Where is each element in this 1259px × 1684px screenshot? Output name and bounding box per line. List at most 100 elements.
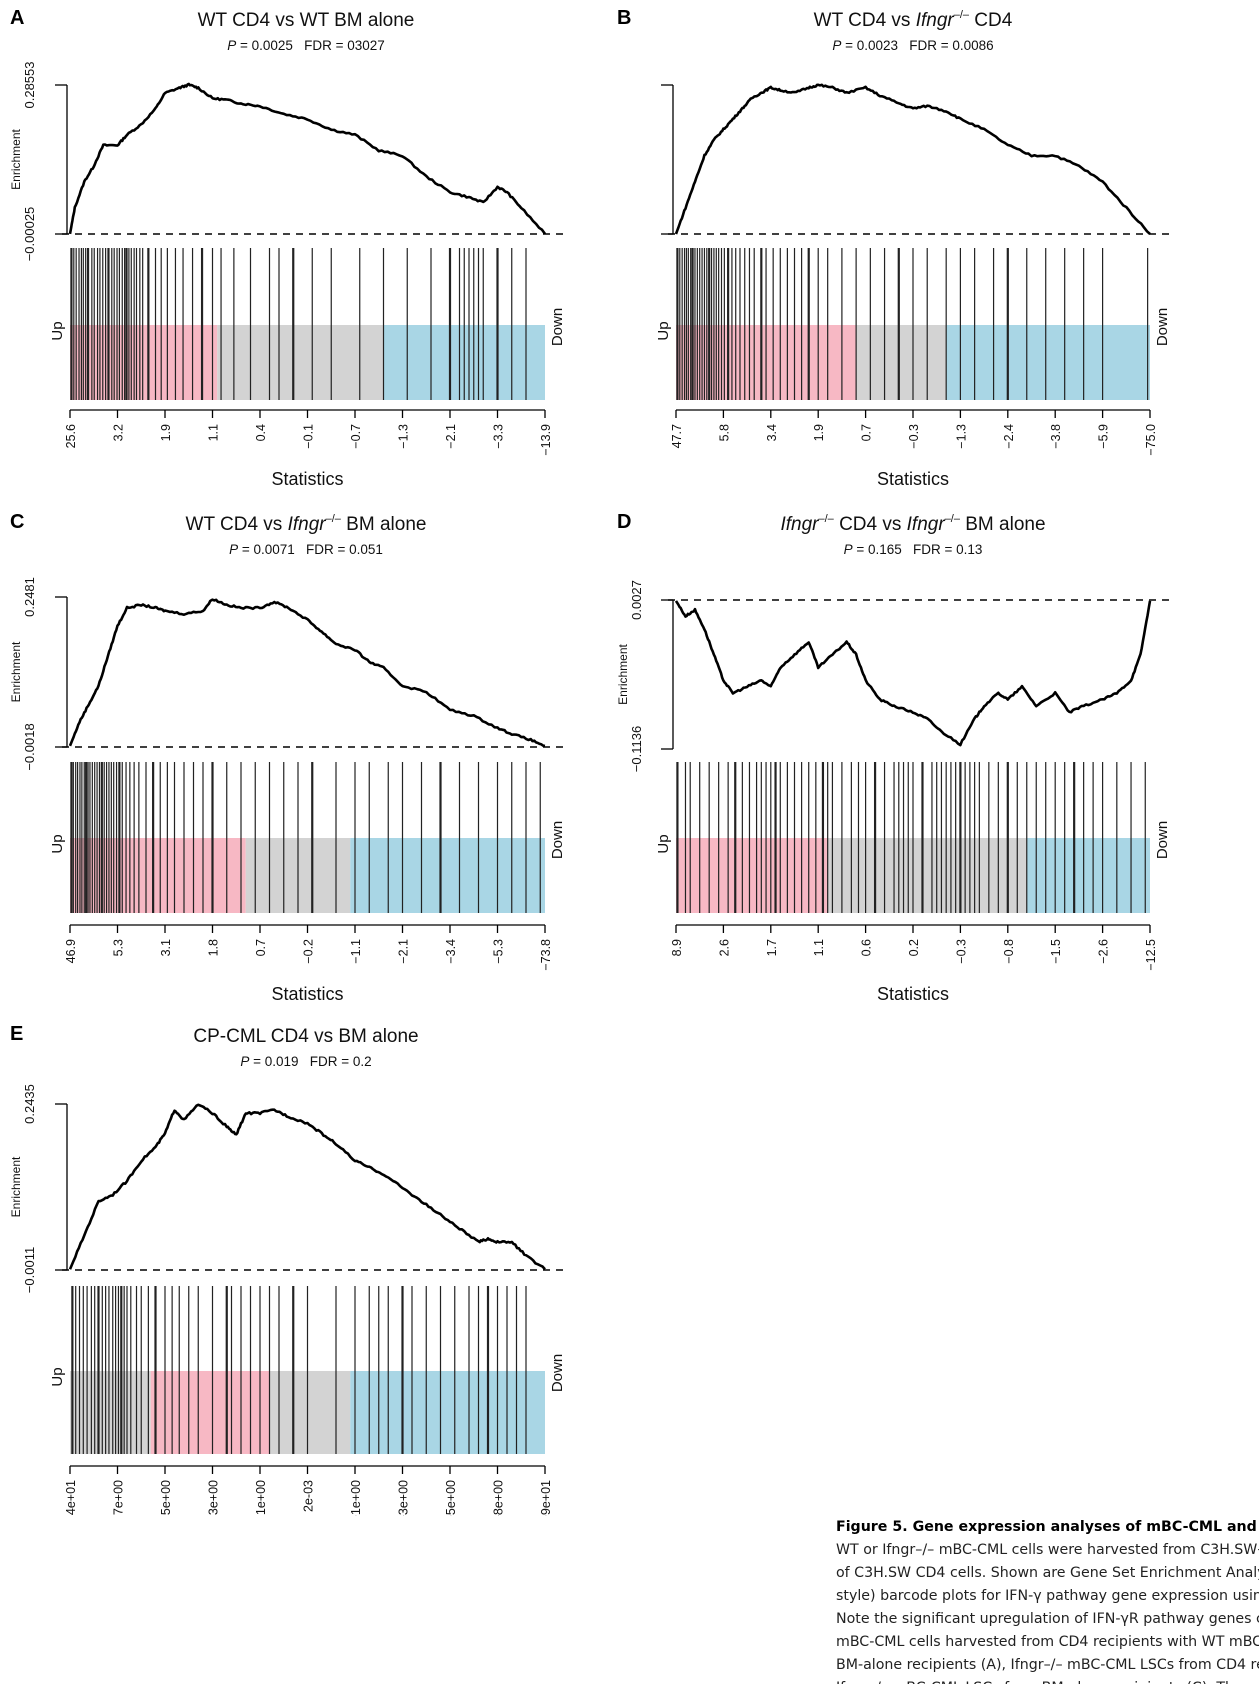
panel-a: A WT CD4 vs WT BM alone P = 0.0025 FDR = 0… bbox=[9, 7, 567, 489]
down-label: Down bbox=[1154, 821, 1171, 859]
title-gene: Ifngr bbox=[907, 514, 946, 535]
p-fdr-values: = 0.165 FDR = 0.13 bbox=[853, 542, 983, 557]
x-tick-label: −2.6 bbox=[1097, 939, 1111, 964]
x-tick-label: −1.5 bbox=[1049, 939, 1063, 964]
title-gene: Ifngr bbox=[780, 514, 819, 535]
x-tick-label: 47.7 bbox=[670, 424, 684, 448]
x-tick-label: −73.8 bbox=[539, 939, 553, 971]
x-tick-label: 5e+00 bbox=[159, 1480, 173, 1515]
up-label: Up bbox=[655, 321, 672, 340]
x-tick-label: 0.7 bbox=[254, 939, 268, 956]
band-neutral bbox=[70, 1371, 151, 1454]
enrichment-curve bbox=[674, 600, 1152, 747]
panel-letter: E bbox=[10, 1023, 23, 1045]
figure-canvas: A WT CD4 vs WT BM alone P = 0.0025 FDR = 0… bbox=[9, 7, 1172, 1516]
enrichment-curve bbox=[674, 83, 1151, 235]
x-tick-label: −1.3 bbox=[954, 424, 968, 449]
title-superscript: –/– bbox=[819, 513, 835, 525]
caption-line: BM-alone recipients (A), Ifngr–/– mBC-CM… bbox=[836, 1657, 1259, 1673]
band-up bbox=[676, 838, 828, 913]
panel-letter: B bbox=[617, 7, 631, 29]
enrichment-curve bbox=[68, 598, 546, 748]
x-tick-label: −0.2 bbox=[302, 939, 316, 964]
caption-line: mBC-CML cells harvested from CD4 recipie… bbox=[836, 1634, 1259, 1650]
x-axis-label: Statistics bbox=[877, 984, 949, 1004]
panel-letter: C bbox=[10, 511, 24, 533]
title-superscript: –/– bbox=[945, 513, 961, 525]
p-label: P bbox=[240, 1054, 249, 1069]
panel-stats: P = 0.0023 FDR = 0.0086 bbox=[832, 38, 993, 53]
p-label: P bbox=[844, 542, 853, 557]
title-gene: Ifngr bbox=[916, 10, 955, 31]
panel-title: WT CD4 vs Ifngr–/– BM alone bbox=[186, 513, 427, 535]
title-text: WT CD4 vs bbox=[186, 514, 288, 535]
title-superscript: –/– bbox=[326, 513, 342, 525]
band-up bbox=[150, 1371, 270, 1454]
title-superscript: –/– bbox=[954, 9, 970, 21]
panel-c: C WT CD4 vs Ifngr–/– BM alone P = 0.0071 F… bbox=[9, 511, 567, 1004]
x-tick-label: 1.1 bbox=[207, 424, 221, 441]
panel-letter: A bbox=[10, 7, 24, 29]
x-tick-label: 3.1 bbox=[159, 939, 173, 956]
x-tick-label: 1.7 bbox=[765, 939, 779, 956]
x-tick-label: 46.9 bbox=[64, 939, 78, 963]
x-tick-label: 4e+01 bbox=[64, 1480, 78, 1515]
x-tick-label: −5.3 bbox=[492, 939, 506, 964]
y-tick-label: 0.2481 bbox=[22, 577, 37, 617]
x-tick-label: 2.6 bbox=[717, 939, 731, 956]
x-tick-label: 1.1 bbox=[812, 939, 826, 956]
x-tick-label: −3e+00 bbox=[397, 1480, 411, 1516]
x-tick-label: 0.6 bbox=[860, 939, 874, 956]
y-tick-label: −0.0018 bbox=[22, 723, 37, 770]
x-tick-label: 0.2 bbox=[907, 939, 921, 956]
title-text: CD4 bbox=[969, 10, 1013, 31]
p-fdr-values: = 0.019 FDR = 0.2 bbox=[249, 1054, 371, 1069]
x-tick-label: −2.1 bbox=[444, 424, 458, 449]
caption-line: of C3H.SW CD4 cells. Shown are Gene Set … bbox=[836, 1565, 1259, 1581]
panel-title: WT CD4 vs Ifngr–/– CD4 bbox=[814, 9, 1013, 31]
panel-title: WT CD4 vs WT BM alone bbox=[198, 10, 415, 31]
caption-line: style) barcode plots for IFN-γ pathway g… bbox=[836, 1588, 1259, 1604]
up-label: Up bbox=[655, 834, 672, 853]
p-label: P bbox=[227, 38, 236, 53]
x-tick-label: −1e+00 bbox=[349, 1480, 363, 1516]
y-tick-label: −0.00025 bbox=[22, 207, 37, 262]
band-neutral bbox=[217, 325, 384, 400]
down-label: Down bbox=[549, 1354, 566, 1392]
x-tick-label: 5.3 bbox=[112, 939, 126, 956]
enrichment-curve bbox=[68, 82, 547, 235]
band-neutral bbox=[827, 838, 1027, 913]
title-gene: Ifngr bbox=[288, 514, 327, 535]
x-tick-label: −0.7 bbox=[349, 424, 363, 449]
caption-body: WT or Ifngr–/– mBC-CML cells were harves… bbox=[836, 1539, 1259, 1684]
panel-stats: P = 0.019 FDR = 0.2 bbox=[240, 1054, 371, 1069]
figure-caption: Figure 5. Gene expression analyses of mB… bbox=[836, 1516, 1259, 1684]
x-tick-label: 5.8 bbox=[717, 424, 731, 441]
x-tick-label: 3.2 bbox=[112, 424, 126, 441]
down-label: Down bbox=[549, 308, 566, 346]
panel-stats: P = 0.0025 FDR = 03027 bbox=[227, 38, 385, 53]
y-tick-label: −0.1136 bbox=[629, 726, 644, 772]
x-tick-label: −3.8 bbox=[1049, 424, 1063, 449]
x-axis-label: Statistics bbox=[271, 984, 343, 1004]
title-text: WT CD4 vs bbox=[814, 10, 916, 31]
x-tick-label: 1.9 bbox=[812, 424, 826, 441]
band-neutral bbox=[856, 325, 947, 400]
y-tick-label: 0.0027 bbox=[629, 580, 644, 620]
x-tick-label: −0.1 bbox=[302, 424, 316, 449]
x-axis-label: Statistics bbox=[271, 469, 343, 489]
x-tick-label: −0.8 bbox=[1002, 939, 1016, 964]
x-tick-label: 8.9 bbox=[670, 939, 684, 956]
x-tick-label: 0.4 bbox=[254, 424, 268, 441]
x-tick-label: 2e-03 bbox=[302, 1480, 316, 1512]
band-neutral bbox=[269, 1371, 351, 1454]
band-up bbox=[70, 838, 246, 913]
down-label: Down bbox=[549, 821, 566, 859]
title-text: BM alone bbox=[341, 514, 427, 535]
caption-title: Figure 5. Gene expression analyses of mB… bbox=[836, 1519, 1259, 1535]
x-tick-label: −1.1 bbox=[349, 939, 363, 964]
x-tick-label: −3.3 bbox=[492, 424, 506, 449]
x-tick-label: −2.4 bbox=[1002, 424, 1016, 449]
p-label: P bbox=[229, 542, 238, 557]
up-label: Up bbox=[49, 1367, 66, 1386]
